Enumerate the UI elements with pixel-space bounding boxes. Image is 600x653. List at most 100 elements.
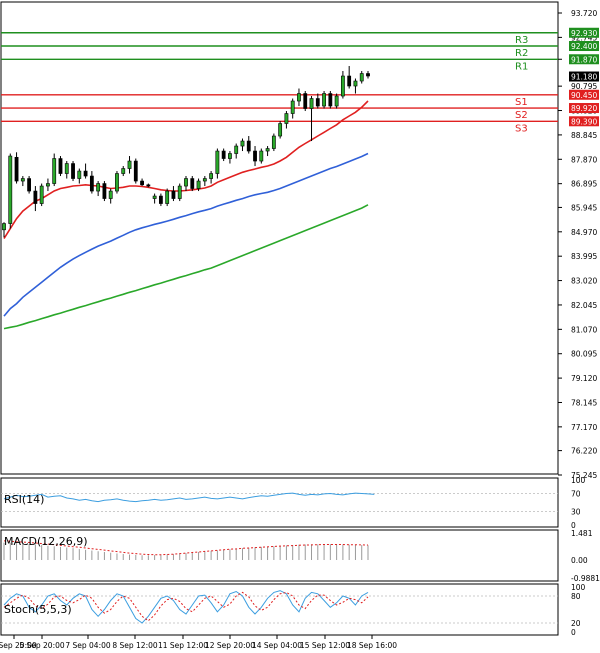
candle-body-up [2, 223, 6, 231]
candle-body-up [127, 160, 132, 169]
price-tick-label: 85.945 [571, 203, 597, 212]
candle-body-up [228, 153, 232, 159]
candle [259, 148, 264, 164]
level-tag-bg [569, 103, 599, 114]
candle-body-down [328, 93, 333, 107]
rsi-panel: 100 70 30 0 [1, 476, 586, 530]
price-tick-label: 93.720 [571, 9, 597, 18]
candle [121, 166, 126, 177]
candle-body-up [196, 180, 201, 189]
rsi-tick-label: 70 [571, 490, 581, 499]
ma-blue-line [3, 152, 369, 317]
candle-body-down [133, 160, 138, 182]
rsi-line [3, 492, 375, 503]
candle-body-down [27, 178, 32, 192]
candle [27, 176, 32, 194]
candle [39, 183, 44, 207]
candle [366, 71, 370, 79]
level-tag-s3: 89.390 [571, 117, 597, 126]
candle-body-up [353, 80, 358, 87]
candle [171, 186, 176, 202]
candle [290, 98, 295, 119]
candle-body-down [303, 93, 308, 109]
candle-body-down [347, 75, 352, 87]
candle-body-up [152, 195, 157, 199]
candle-body-up [202, 178, 207, 182]
price-tick-label: 84.970 [571, 228, 597, 237]
candle [190, 176, 195, 192]
level-tag-bg [569, 116, 599, 127]
level-tag-s1: 90.450 [571, 91, 597, 100]
candle [265, 146, 270, 157]
candle [347, 66, 352, 89]
candle [184, 176, 188, 192]
level-tag-s2: 89.920 [571, 104, 597, 113]
candle [89, 171, 94, 194]
level-label-r3: R3 [515, 35, 528, 46]
candle [278, 121, 283, 139]
x-tick-label: 18 Sep 16:00 [347, 641, 397, 650]
candle [108, 188, 113, 204]
candle-body-up [121, 168, 126, 174]
macd-tick-label: -0.9881 [571, 574, 600, 583]
candle [202, 176, 207, 187]
level-tag-r2: 92.400 [571, 42, 597, 51]
x-tick-label: 4 Sep 20:00 [0, 641, 37, 650]
candle-body-up [64, 163, 69, 174]
candle-body-up [96, 183, 101, 192]
candle-body-up [115, 173, 119, 192]
level-label-s1: S1 [515, 97, 528, 108]
candle-body-up [215, 150, 220, 174]
level-label-r1: R1 [515, 61, 528, 72]
candle [96, 181, 101, 197]
x-tick-label: 15 Sep 12:00 [300, 641, 350, 650]
x-tick-label: 7 Sep 04:00 [65, 641, 111, 650]
candle [140, 178, 144, 187]
candle-body-down [89, 175, 94, 192]
candle [33, 186, 38, 212]
price-tick-label: 77.170 [571, 423, 597, 432]
candle-body-up [284, 113, 289, 124]
candle [133, 158, 138, 184]
candle-body-up [265, 148, 270, 152]
candle [115, 171, 119, 194]
macd-tick-label: 0.00 [571, 556, 588, 565]
candle [228, 151, 232, 164]
candle [14, 152, 19, 184]
level-tag-bg [569, 27, 599, 38]
candle-body-up [52, 158, 57, 184]
macd-panel: 1.481 0.00 -0.9881 [3, 529, 600, 583]
candle [64, 161, 69, 179]
candle [77, 168, 82, 184]
candle [353, 78, 358, 94]
level-tag-bg [569, 89, 599, 100]
candle [52, 153, 57, 187]
candle [297, 88, 301, 107]
candle-body-up [259, 150, 264, 162]
stoch-tick-label: 80 [571, 592, 581, 601]
candle-body-up [271, 135, 276, 149]
candle [127, 156, 132, 174]
macd-signal-line [3, 540, 369, 556]
price-tick-label: 81.070 [571, 325, 597, 334]
x-tick-label: 12 Sep 20:00 [205, 641, 255, 650]
level-tag-bg [569, 41, 599, 52]
candle-body-down [171, 190, 176, 199]
stoch-tick-label: 20 [571, 619, 581, 628]
candle-body-up [359, 73, 364, 82]
price-tick-label: 82.045 [571, 301, 597, 310]
rsi-tick-label: 0 [571, 521, 576, 530]
price-panel-frame [0, 1, 559, 475]
candle-body-down [221, 150, 226, 159]
candle [334, 93, 339, 109]
candle-body-down [14, 156, 19, 182]
level-label-r2: R2 [515, 48, 528, 59]
candle-body-up [340, 75, 345, 97]
x-axis: 4 Sep 20:005 Sep 20:007 Sep 04:008 Sep 1… [0, 635, 397, 650]
candle-body-down [246, 140, 251, 152]
candle-body-down [253, 150, 257, 162]
stoch-tick-label: 100 [571, 583, 586, 592]
candle [234, 143, 239, 159]
